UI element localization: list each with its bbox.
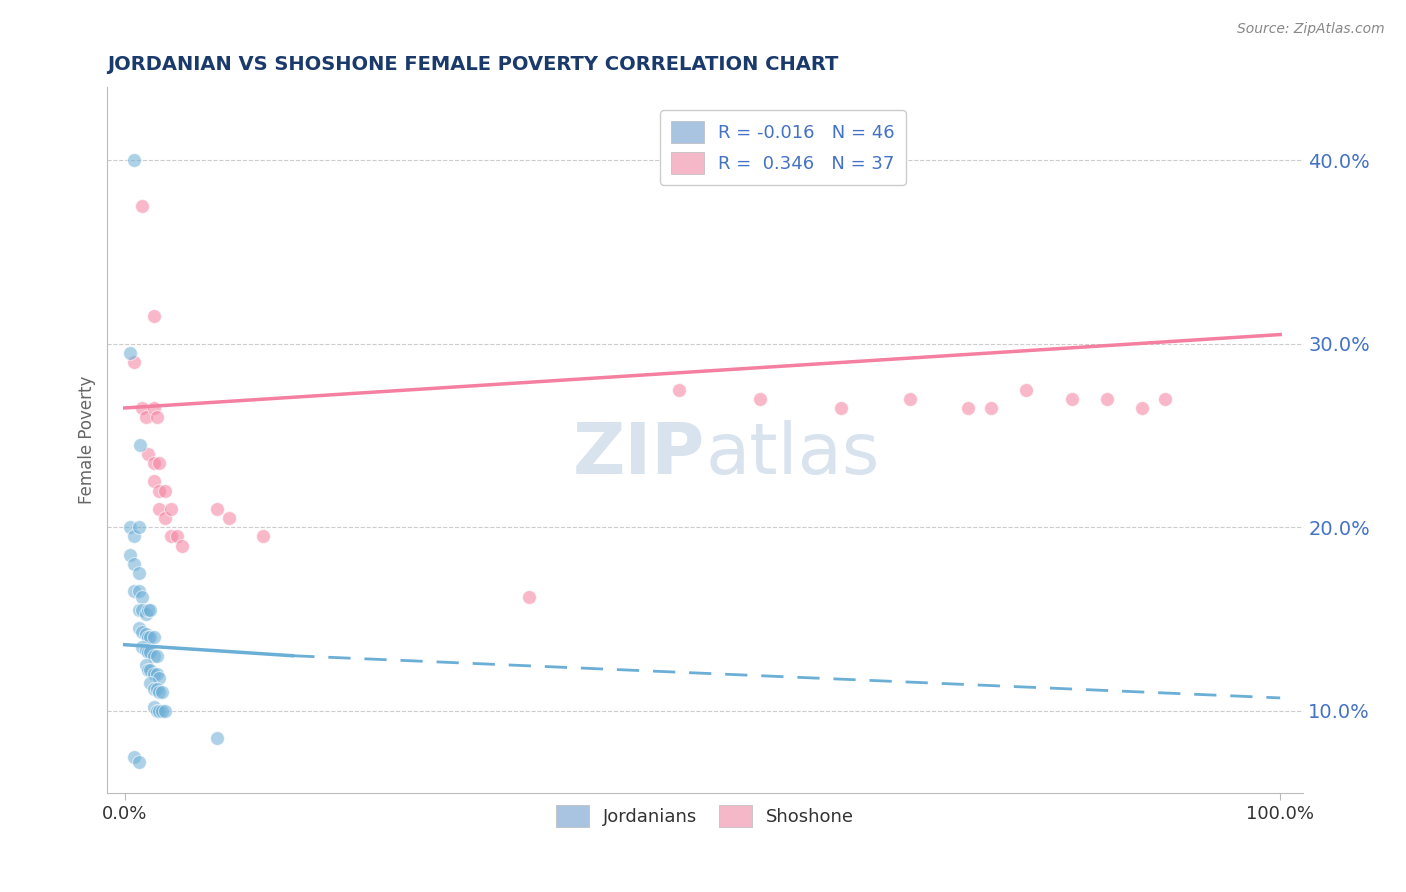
Point <box>148 671 170 685</box>
Point <box>128 603 150 617</box>
Point <box>142 648 165 663</box>
Point <box>122 557 145 571</box>
Point <box>153 704 176 718</box>
Point <box>142 309 165 323</box>
Point <box>166 529 188 543</box>
Point <box>128 566 150 581</box>
Point <box>146 410 169 425</box>
Point <box>136 447 159 461</box>
Point <box>122 529 145 543</box>
Point <box>134 643 156 657</box>
Point <box>120 548 142 562</box>
Point <box>134 626 156 640</box>
Point <box>150 685 173 699</box>
Point <box>134 607 156 621</box>
Point <box>122 355 145 369</box>
Point <box>830 401 852 415</box>
Point <box>160 502 183 516</box>
Point <box>148 704 170 718</box>
Point <box>131 401 153 415</box>
Point <box>142 700 165 714</box>
Point <box>122 749 145 764</box>
Point <box>131 640 153 654</box>
Point <box>136 664 159 678</box>
Point <box>142 681 165 696</box>
Point <box>148 483 170 498</box>
Text: Source: ZipAtlas.com: Source: ZipAtlas.com <box>1237 22 1385 37</box>
Point <box>980 401 1002 415</box>
Point <box>172 539 194 553</box>
Point <box>128 584 150 599</box>
Y-axis label: Female Poverty: Female Poverty <box>79 376 96 504</box>
Point <box>148 456 170 470</box>
Point <box>957 401 980 415</box>
Point <box>146 681 169 696</box>
Point <box>131 624 153 639</box>
Point <box>136 631 159 645</box>
Point <box>128 438 150 452</box>
Point <box>136 603 159 617</box>
Text: atlas: atlas <box>706 420 880 489</box>
Point <box>749 392 772 406</box>
Point <box>131 199 153 213</box>
Point <box>136 645 159 659</box>
Point <box>122 153 145 168</box>
Legend: Jordanians, Shoshone: Jordanians, Shoshone <box>550 797 862 834</box>
Text: ZIP: ZIP <box>574 420 706 489</box>
Point <box>139 631 162 645</box>
Point <box>128 755 150 769</box>
Point <box>134 657 156 672</box>
Point <box>139 645 162 659</box>
Point <box>1153 392 1175 406</box>
Point <box>128 621 150 635</box>
Point <box>146 667 169 681</box>
Text: JORDANIAN VS SHOSHONE FEMALE POVERTY CORRELATION CHART: JORDANIAN VS SHOSHONE FEMALE POVERTY COR… <box>107 55 839 74</box>
Point <box>122 584 145 599</box>
Point <box>131 603 153 617</box>
Point <box>148 685 170 699</box>
Point <box>252 529 274 543</box>
Point <box>153 483 176 498</box>
Point <box>142 667 165 681</box>
Point <box>142 631 165 645</box>
Point <box>153 511 176 525</box>
Point <box>131 590 153 604</box>
Point <box>128 520 150 534</box>
Point <box>668 383 690 397</box>
Point <box>142 401 165 415</box>
Point <box>146 704 169 718</box>
Point <box>160 529 183 543</box>
Point <box>120 520 142 534</box>
Point <box>134 410 156 425</box>
Point <box>218 511 240 525</box>
Point <box>146 648 169 663</box>
Point <box>900 392 922 406</box>
Point <box>142 456 165 470</box>
Point <box>120 346 142 360</box>
Point <box>139 664 162 678</box>
Point <box>150 704 173 718</box>
Point <box>1130 401 1153 415</box>
Point <box>205 502 228 516</box>
Point <box>1095 392 1118 406</box>
Point <box>517 590 540 604</box>
Point <box>1062 392 1084 406</box>
Point <box>148 502 170 516</box>
Point <box>142 475 165 489</box>
Point <box>139 603 162 617</box>
Point <box>139 676 162 690</box>
Point <box>1015 383 1038 397</box>
Point <box>205 731 228 746</box>
